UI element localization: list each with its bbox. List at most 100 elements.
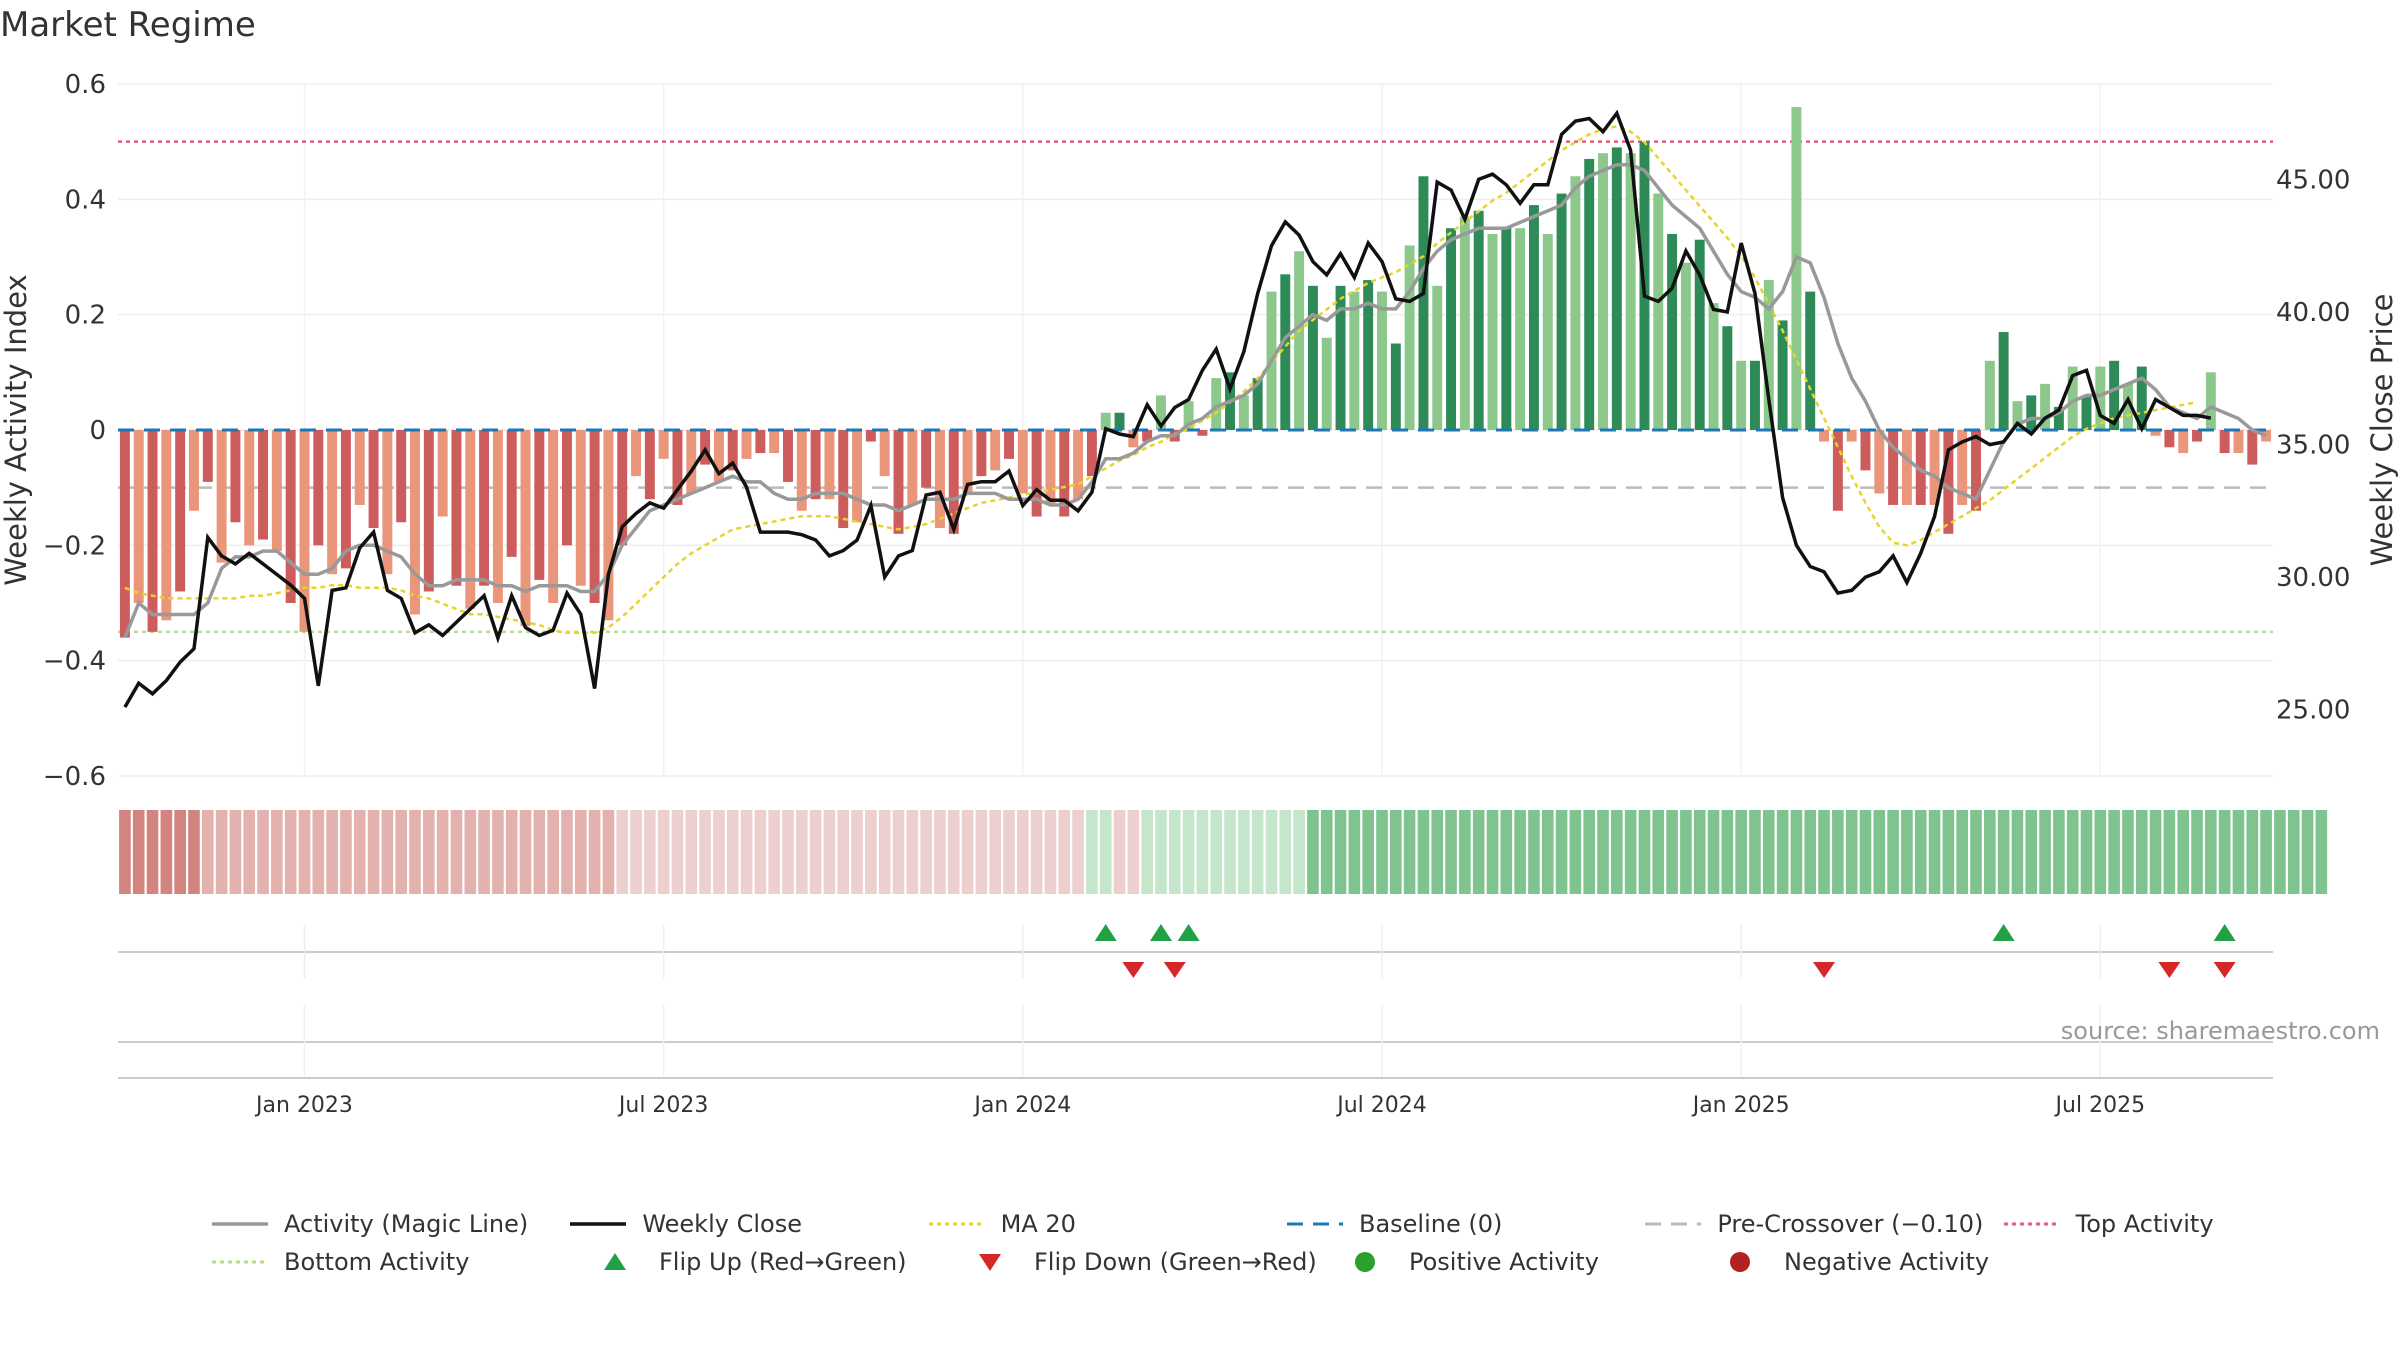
y2-tick-label: 25.00 <box>2276 696 2350 726</box>
activity-bar <box>1667 233 1678 430</box>
activity-bar <box>1307 285 1318 430</box>
activity-bar <box>686 430 697 494</box>
regime-cell <box>906 810 919 894</box>
activity-bar <box>2205 372 2216 430</box>
regime-cell <box>975 810 988 894</box>
activity-bar <box>1390 343 1401 430</box>
y-tick-label: 0.6 <box>65 70 106 100</box>
regime-cell <box>1182 810 1195 894</box>
activity-bar <box>1625 153 1636 430</box>
green-triangle-up-icon <box>604 1253 626 1270</box>
activity-bar <box>783 430 793 482</box>
legend-row-1: Activity (Magic Line) Weekly Close MA 20… <box>210 1205 2360 1243</box>
activity-bar <box>548 430 559 603</box>
regime-cell <box>2301 810 2314 894</box>
regime-cell <box>2274 810 2286 894</box>
regime-cell <box>1845 810 1858 894</box>
activity-bar <box>603 430 614 621</box>
regime-cell <box>1624 810 1637 894</box>
activity-bar <box>161 430 172 621</box>
activity-bar <box>1874 430 1885 494</box>
regime-cell <box>2232 810 2245 894</box>
activity-bar <box>796 430 807 511</box>
regime-cell <box>1472 810 1485 894</box>
regime-cell <box>1818 810 1830 894</box>
regime-cell <box>630 810 642 894</box>
activity-bar <box>575 430 586 586</box>
activity-bar <box>1915 430 1926 505</box>
y-tick-label: −0.6 <box>43 762 106 792</box>
activity-bar <box>2192 430 2202 442</box>
legend-label: Negative Activity <box>1784 1248 1990 1276</box>
regime-cell <box>1887 810 1899 894</box>
activity-bar <box>852 430 863 523</box>
regime-cell <box>229 810 242 894</box>
regime-cell <box>1072 810 1084 894</box>
regime-cell <box>2080 810 2093 894</box>
regime-cell <box>174 810 186 894</box>
regime-cell <box>243 810 256 894</box>
activity-bar <box>465 430 476 609</box>
regime-cell <box>1362 810 1374 894</box>
regime-cell <box>699 810 711 894</box>
regime-cell <box>436 810 449 894</box>
regime-cell <box>326 810 338 894</box>
activity-bar <box>1763 280 1774 430</box>
legend-item-weekly-close: Weekly Close <box>568 1209 926 1239</box>
activity-bar <box>1142 430 1153 442</box>
activity-bar <box>1335 285 1346 430</box>
legend-item-magic-line: Activity (Magic Line) <box>210 1209 568 1239</box>
regime-cell <box>1334 810 1347 894</box>
activity-bar <box>658 430 669 459</box>
magic-line <box>123 162 2267 639</box>
regime-cell <box>215 810 228 894</box>
activity-bar <box>617 430 628 546</box>
activity-bar <box>479 430 490 586</box>
activity-bar <box>1487 233 1498 430</box>
activity-bar <box>1446 228 1457 430</box>
x-tick-label: Jul 2025 <box>2054 1093 2146 1118</box>
regime-cell <box>989 810 1001 894</box>
activity-bar <box>672 430 683 505</box>
x-tick-label: Jul 2023 <box>617 1093 709 1118</box>
regime-cell <box>657 810 670 894</box>
activity-bar <box>2247 430 2258 465</box>
regime-cell <box>353 810 366 894</box>
activity-bar <box>1252 378 1263 430</box>
regime-cell <box>837 810 850 894</box>
bottom-panel <box>118 1005 2273 1079</box>
regime-cell <box>1569 810 1582 894</box>
regime-cell <box>367 810 380 894</box>
activity-bar <box>133 430 144 603</box>
x-tick-label: Jan 2025 <box>1691 1093 1790 1118</box>
legend-item-ma20: MA 20 <box>927 1209 1285 1239</box>
regime-cell <box>119 810 131 894</box>
activity-bar <box>520 430 531 627</box>
activity-bar <box>258 430 269 540</box>
y2-axis-ticks: 45.00 40.00 35.00 30.00 25.00 <box>2276 165 2350 725</box>
regime-cell <box>1044 810 1057 894</box>
activity-bar <box>1073 430 1084 500</box>
flip-down-marker <box>2158 962 2181 978</box>
regime-cell <box>851 810 863 894</box>
flip-panel <box>118 924 2273 978</box>
activity-bar <box>1653 193 1664 430</box>
regime-cell <box>1113 810 1126 894</box>
activity-bar <box>2109 360 2120 430</box>
activity-bar <box>1459 216 1470 430</box>
activity-bar <box>423 430 434 592</box>
regime-cell <box>132 810 145 894</box>
flip-up-marker <box>2213 924 2236 941</box>
regime-cell <box>947 810 960 894</box>
activity-bar <box>1832 430 1843 511</box>
activity-bar <box>1155 395 1166 430</box>
activity-bar <box>285 430 296 603</box>
activity-bar <box>382 430 393 575</box>
regime-cell <box>1970 810 1982 894</box>
regime-cell <box>1749 810 1761 894</box>
y-tick-label: 0.4 <box>65 185 106 215</box>
regime-cell <box>395 810 407 894</box>
activity-bar <box>1128 430 1139 448</box>
regime-cell <box>381 810 394 894</box>
regime-cell <box>340 810 352 894</box>
